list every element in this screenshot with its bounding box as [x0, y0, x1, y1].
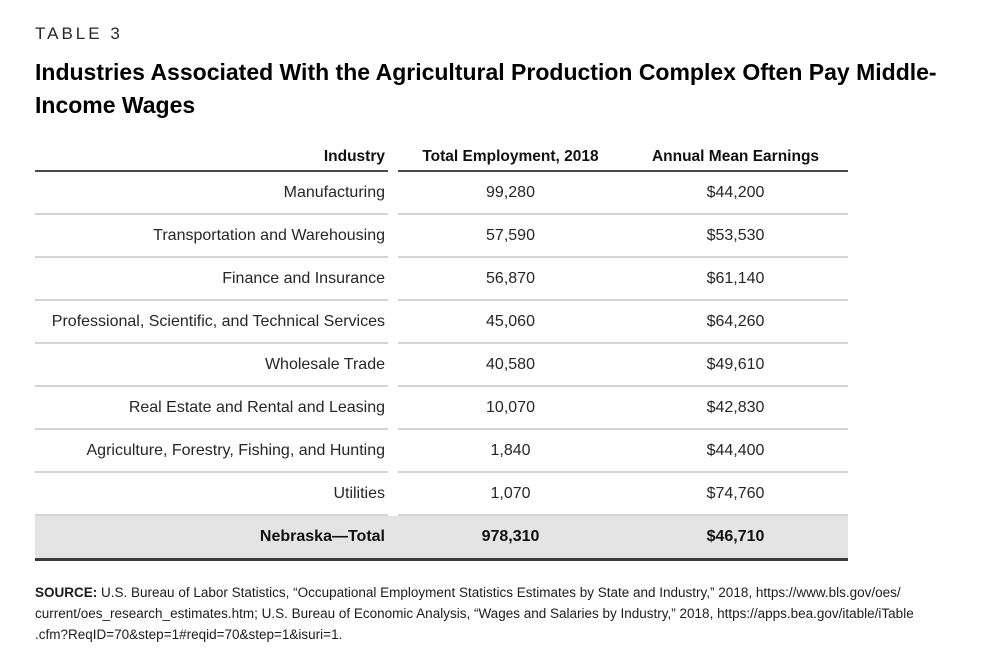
column-header-earnings: Annual Mean Earnings — [651, 148, 820, 165]
table-row: Professional, Scientific, and Technical … — [35, 301, 848, 344]
earnings-cell: $44,200 — [706, 183, 765, 201]
industry-cell: Professional, Scientific, and Technical … — [35, 301, 388, 344]
column-gap — [388, 172, 398, 215]
column-gap — [388, 301, 398, 344]
employment-cell: 99,280 — [486, 183, 535, 201]
table-header-row: Industry Total Employment, 2018 Annual M… — [35, 144, 848, 172]
earnings-cell: $49,610 — [706, 355, 765, 373]
header-right-group: Total Employment, 2018 Annual Mean Earni… — [398, 144, 848, 172]
earnings-cell: $64,260 — [706, 312, 765, 330]
column-gap — [388, 473, 398, 516]
column-gap — [388, 215, 398, 258]
earnings-cell: $53,530 — [706, 226, 765, 244]
column-gap — [388, 387, 398, 430]
table-row: Real Estate and Rental and Leasing 10,07… — [35, 387, 848, 430]
earnings-cell: $74,760 — [706, 484, 765, 502]
source-note: SOURCE: U.S. Bureau of Labor Statistics,… — [35, 582, 965, 645]
report-page: TABLE 3 Industries Associated With the A… — [35, 24, 965, 645]
column-gap — [388, 144, 398, 172]
source-line: SOURCE: U.S. Bureau of Labor Statistics,… — [35, 585, 901, 600]
column-header-employment: Total Employment, 2018 — [422, 148, 599, 165]
industry-cell: Transportation and Warehousing — [35, 215, 388, 258]
table-row: Utilities 1,070 $74,760 — [35, 473, 848, 516]
table-row: Finance and Insurance 56,870 $61,140 — [35, 258, 848, 301]
source-label: SOURCE: — [35, 585, 98, 600]
employment-cell: 57,590 — [486, 226, 535, 244]
earnings-cell: $42,830 — [706, 398, 765, 416]
column-gap — [388, 344, 398, 387]
industry-cell: Wholesale Trade — [35, 344, 388, 387]
table-row: Manufacturing 99,280 $44,200 — [35, 172, 848, 215]
column-gap — [388, 258, 398, 301]
table-total-row: Nebraska—Total 978,310 $46,710 — [35, 516, 848, 561]
data-table: Industry Total Employment, 2018 Annual M… — [35, 144, 848, 561]
total-label-cell: Nebraska—Total — [259, 528, 385, 545]
industry-cell: Real Estate and Rental and Leasing — [35, 387, 388, 430]
industry-cell: Utilities — [35, 473, 388, 516]
column-header-industry: Industry — [35, 144, 388, 172]
employment-cell: 45,060 — [486, 312, 535, 330]
earnings-cell: $61,140 — [706, 269, 765, 287]
source-line: current/oes_research_estimates.htm; U.S.… — [35, 606, 914, 621]
total-earnings-cell: $46,710 — [706, 528, 765, 545]
column-gap — [388, 516, 398, 558]
employment-cell: 10,070 — [486, 398, 535, 416]
table-row: Transportation and Warehousing 57,590 $5… — [35, 215, 848, 258]
industry-cell: Finance and Insurance — [35, 258, 388, 301]
industry-cell: Manufacturing — [35, 172, 388, 215]
employment-cell: 40,580 — [486, 355, 535, 373]
employment-cell: 56,870 — [486, 269, 535, 287]
industry-cell: Agriculture, Forestry, Fishing, and Hunt… — [35, 430, 388, 473]
table-number-label: TABLE 3 — [35, 24, 123, 43]
total-employment-cell: 978,310 — [481, 528, 540, 545]
table-row: Agriculture, Forestry, Fishing, and Hunt… — [35, 430, 848, 473]
table-row: Wholesale Trade 40,580 $49,610 — [35, 344, 848, 387]
employment-cell: 1,070 — [490, 484, 531, 502]
source-line: .cfm?ReqID=70&step=1#reqid=70&step=1&isu… — [35, 627, 343, 642]
table-title: Industries Associated With the Agricultu… — [35, 59, 937, 118]
earnings-cell: $44,400 — [706, 441, 765, 459]
column-gap — [388, 430, 398, 473]
employment-cell: 1,840 — [490, 441, 531, 459]
